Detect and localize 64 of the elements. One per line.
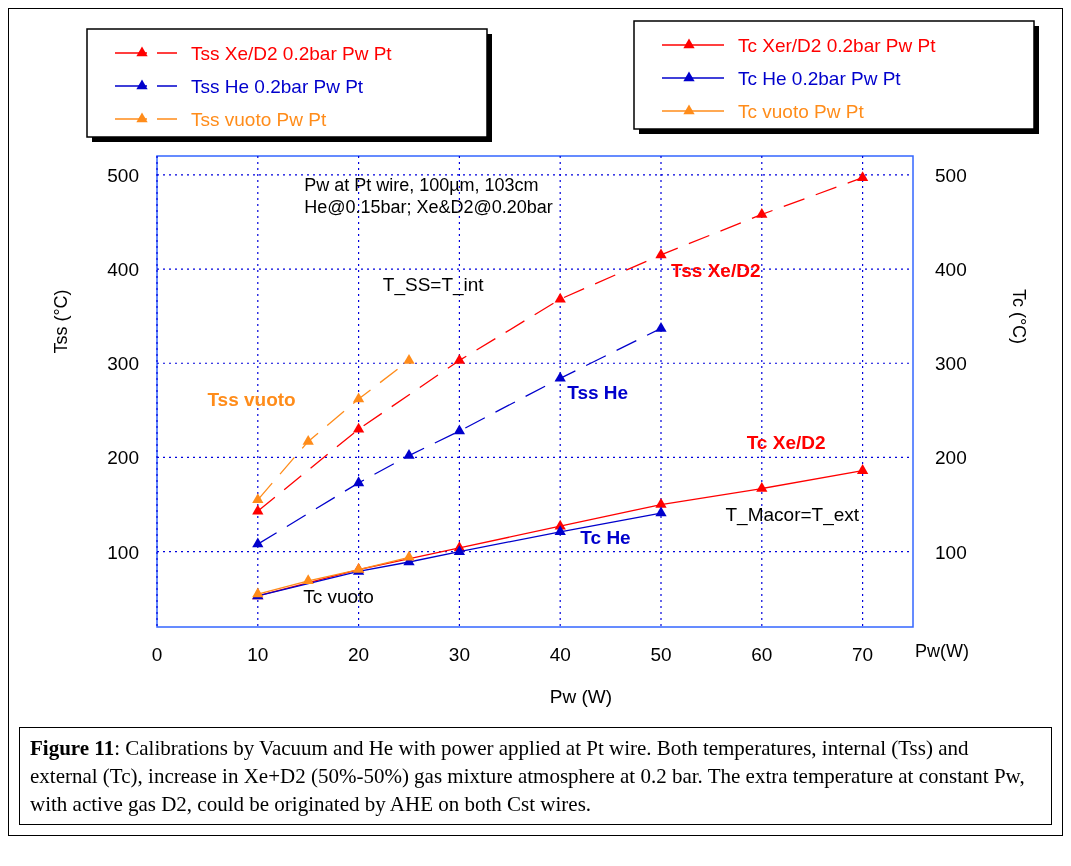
y-tick-label: 100: [107, 541, 139, 563]
point: [302, 434, 314, 445]
annotation: Tss vuoto: [207, 388, 296, 410]
annotation: Tc He: [580, 527, 631, 549]
point: [252, 493, 264, 504]
point: [352, 422, 365, 433]
x-tick-label: 70: [852, 644, 874, 665]
point: [554, 525, 566, 536]
x-tick-label: 40: [549, 644, 571, 665]
x-tick-label: 30: [448, 644, 470, 665]
point: [352, 392, 365, 403]
y2-tick-label: 400: [935, 259, 967, 281]
point: [252, 537, 264, 548]
point: [403, 550, 415, 561]
annotation: Pw at Pt wire, 100µm, 103cm: [304, 175, 539, 195]
annotation: Tc vuoto: [303, 586, 374, 608]
x-tick-label: 10: [247, 644, 269, 665]
y-axis-title: Tss (°C): [51, 289, 71, 354]
text: Pw(W): [915, 641, 969, 661]
annotation: Tc Xe/D2: [746, 431, 826, 453]
legend-label: Tss He 0.2bar Pw Pt: [191, 76, 364, 97]
y-tick-label: 400: [107, 259, 139, 281]
x-tick-label: 60: [751, 644, 773, 665]
point: [655, 498, 667, 508]
point: [756, 482, 768, 492]
point: [453, 353, 466, 364]
caption: Figure 11: Calibrations by Vacuum and He with power applied at Pt wire. Both temperatures, internal (Tss) and external (Tc), increase in Xe+D2 (50%-50%) gas mixture atmosphere at 0.2 bar. The extra temperature at constant Pw, with active gas D2, could be originated by AHE on both Cst wires.: [19, 727, 1052, 825]
y2-axis-title: Tc (°C): [1009, 288, 1029, 345]
x-tick-label: 0: [151, 644, 163, 665]
y2-tick-label: 300: [935, 353, 967, 375]
point: [453, 545, 466, 555]
annotation: He@0.15bar; Xe&D2@0.20bar: [304, 197, 553, 217]
legend-label: Tc Xer/D2 0.2bar Pw Pt: [738, 35, 937, 56]
x-tick-label: 20: [348, 644, 370, 665]
annotation: T_SS=T_int: [382, 273, 485, 296]
point: [655, 506, 667, 517]
point: [856, 464, 869, 474]
point: [554, 292, 566, 303]
y-tick-label: 300: [107, 353, 139, 375]
legend-label: Tss vuoto Pw Pt: [191, 109, 327, 130]
annotation: T_Macor=T_ext: [725, 504, 860, 527]
x-tick-label: 50: [650, 644, 672, 665]
y2-tick-label: 200: [935, 447, 967, 469]
point: [856, 171, 869, 181]
annotation: Tss He: [567, 382, 629, 404]
y2-tick-label: 100: [935, 541, 967, 563]
point: [554, 371, 566, 382]
point: [252, 504, 264, 515]
point: [453, 424, 466, 435]
y-tick-label: 200: [107, 447, 139, 469]
y-tick-label: 500: [107, 164, 139, 186]
legend-label: Tss Xe/D2 0.2bar Pw Pt: [191, 43, 393, 64]
point: [756, 207, 768, 218]
point: [352, 476, 365, 487]
legend-label: Tc He 0.2bar Pw Pt: [738, 68, 902, 89]
y2-tick-label: 500: [935, 164, 967, 186]
legend-label: Tc vuoto Pw Pt: [738, 101, 865, 122]
x-axis-title: Pw (W): [549, 686, 613, 707]
point: [403, 449, 415, 459]
point: [655, 248, 667, 259]
point: [403, 353, 415, 364]
annotation: Tss Xe/D2: [671, 259, 761, 281]
point: [302, 574, 314, 585]
point: [655, 321, 667, 332]
